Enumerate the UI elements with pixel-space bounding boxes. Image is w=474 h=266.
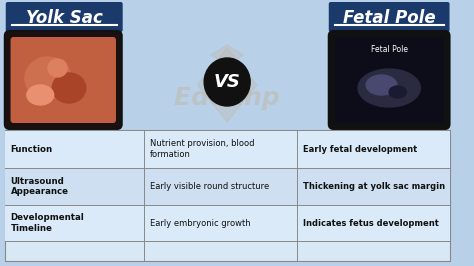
Ellipse shape [27,85,54,105]
Text: Developmental
Timeline: Developmental Timeline [10,213,84,233]
Polygon shape [198,48,257,122]
Ellipse shape [52,73,86,103]
Ellipse shape [48,59,67,77]
Bar [5,130,449,261]
Bar [5,168,449,205]
Ellipse shape [358,69,420,107]
Text: Ultrasound
Appearance: Ultrasound Appearance [10,177,69,196]
Text: Early fetal development: Early fetal development [303,144,417,153]
Text: Indicates fetus development: Indicates fetus development [303,218,439,227]
FancyBboxPatch shape [329,31,449,129]
Text: Function: Function [10,144,53,153]
Text: Edu inp: Edu inp [174,86,280,110]
Text: Early embryonic growth: Early embryonic growth [149,218,250,227]
Bar [5,205,449,241]
Ellipse shape [366,75,397,95]
FancyBboxPatch shape [335,37,444,123]
Text: Fetal Pole: Fetal Pole [371,45,408,55]
Text: Thickening at yolk sac margin: Thickening at yolk sac margin [303,182,445,191]
Ellipse shape [389,86,406,98]
FancyBboxPatch shape [6,2,123,32]
Bar [5,130,449,168]
Text: Fetal Pole: Fetal Pole [343,9,436,27]
FancyBboxPatch shape [10,37,116,123]
Text: Nutrient provision, blood
formation: Nutrient provision, blood formation [149,139,254,159]
Circle shape [204,58,250,106]
FancyBboxPatch shape [5,31,122,129]
Ellipse shape [25,57,71,99]
Text: Early visible round structure: Early visible round structure [149,182,269,191]
Polygon shape [211,45,244,65]
FancyBboxPatch shape [329,2,449,32]
Text: Yolk Sac: Yolk Sac [26,9,103,27]
Text: VS: VS [214,73,241,91]
